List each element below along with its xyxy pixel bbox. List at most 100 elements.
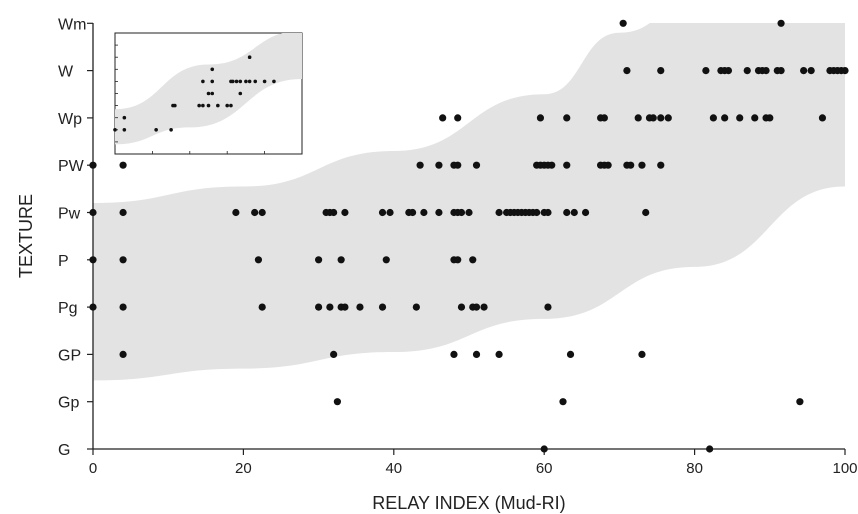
data-point [457, 208, 466, 217]
data-point [119, 350, 127, 358]
data-point [762, 67, 770, 75]
data-point [604, 161, 612, 169]
y-tick-label: W [58, 64, 74, 81]
data-point [258, 208, 266, 217]
data-point [627, 161, 635, 169]
data-point [386, 208, 394, 217]
data-point [495, 350, 503, 358]
data-point [89, 256, 97, 264]
inset-data-point [216, 103, 220, 108]
data-point [341, 208, 349, 217]
plot-axes [92, 23, 845, 450]
data-point [766, 114, 774, 122]
data-point [469, 256, 477, 264]
inset-data-point [201, 103, 205, 108]
data-point [258, 303, 266, 311]
data-point [119, 256, 127, 264]
data-point [382, 256, 390, 264]
inset-data-point [113, 128, 117, 132]
inset-data-point [238, 91, 243, 96]
y-tick-label: Pw [58, 206, 81, 223]
data-point [337, 256, 345, 264]
data-point [777, 19, 785, 27]
data-point [600, 114, 608, 122]
inset-data-point [206, 91, 211, 96]
data-point [777, 67, 785, 75]
inset-data-point [210, 91, 215, 96]
data-point [649, 114, 657, 122]
trend-band-area [93, 23, 845, 381]
data-point [472, 303, 481, 311]
x-ticks: 0 20 40 60 80 100 [89, 449, 858, 477]
data-point [454, 256, 462, 264]
inset-data-point [262, 79, 267, 84]
inset-data-point [225, 103, 229, 108]
data-point [435, 161, 443, 169]
inset-data-point [253, 79, 258, 84]
data-point [378, 208, 387, 217]
data-point [709, 114, 718, 122]
data-point [457, 303, 466, 311]
y-tick-label: G [58, 442, 70, 459]
y-tick-label: GP [58, 347, 81, 364]
data-point [412, 303, 420, 311]
data-point [330, 350, 338, 358]
inset-band-area [115, 33, 302, 145]
inset-data-point [210, 79, 215, 84]
data-point [664, 114, 672, 122]
data-point [409, 208, 417, 217]
data-point [315, 256, 323, 264]
data-point [807, 67, 815, 75]
data-point [495, 208, 503, 217]
data-point [378, 303, 387, 311]
data-point [563, 208, 571, 217]
y-axis-label: TEXTURE [16, 194, 36, 278]
data-point [702, 67, 710, 75]
data-point [657, 114, 665, 122]
inset-data-point [210, 67, 215, 72]
data-point [638, 161, 646, 169]
inset-data-point [272, 79, 276, 84]
data-point [638, 350, 646, 358]
data-point [818, 114, 827, 122]
data-point [800, 67, 808, 75]
data-point [416, 161, 424, 169]
inset-plot [113, 32, 303, 155]
data-point [533, 208, 541, 217]
data-point [642, 208, 650, 217]
data-point [536, 114, 545, 122]
data-point [841, 67, 849, 75]
data-point [333, 398, 341, 406]
x-tick-label: 40 [385, 460, 402, 477]
data-point [89, 208, 97, 217]
y-tick-label: Wp [58, 111, 82, 128]
y-tick-label: Gp [58, 395, 79, 412]
data-point [623, 67, 631, 75]
data-point [465, 208, 473, 217]
data-point [480, 303, 488, 311]
inset-data-point [173, 103, 177, 108]
data-point [657, 161, 665, 169]
x-tick-label: 80 [686, 460, 703, 477]
data-point [559, 398, 567, 406]
x-axis-label: RELAY INDEX (Mud-RI) [372, 493, 565, 513]
data-point [581, 208, 590, 217]
data-point [326, 303, 334, 311]
data-point [472, 350, 481, 358]
trend-band [93, 23, 845, 381]
inset-data-point [234, 79, 239, 84]
data-point [540, 445, 548, 453]
data-point [706, 445, 714, 453]
x-tick-label: 100 [832, 460, 857, 477]
inset-data-point [169, 128, 173, 132]
inset-data-point [154, 128, 158, 132]
data-point [454, 114, 462, 122]
inset-data-point [231, 79, 235, 84]
data-point [563, 114, 571, 122]
inset-ticks [114, 32, 303, 155]
data-point [566, 350, 575, 358]
inset-data-point [238, 79, 243, 84]
inset-trend-band [115, 33, 302, 145]
inset-data-point [122, 115, 127, 120]
inset-data-point [206, 103, 211, 108]
